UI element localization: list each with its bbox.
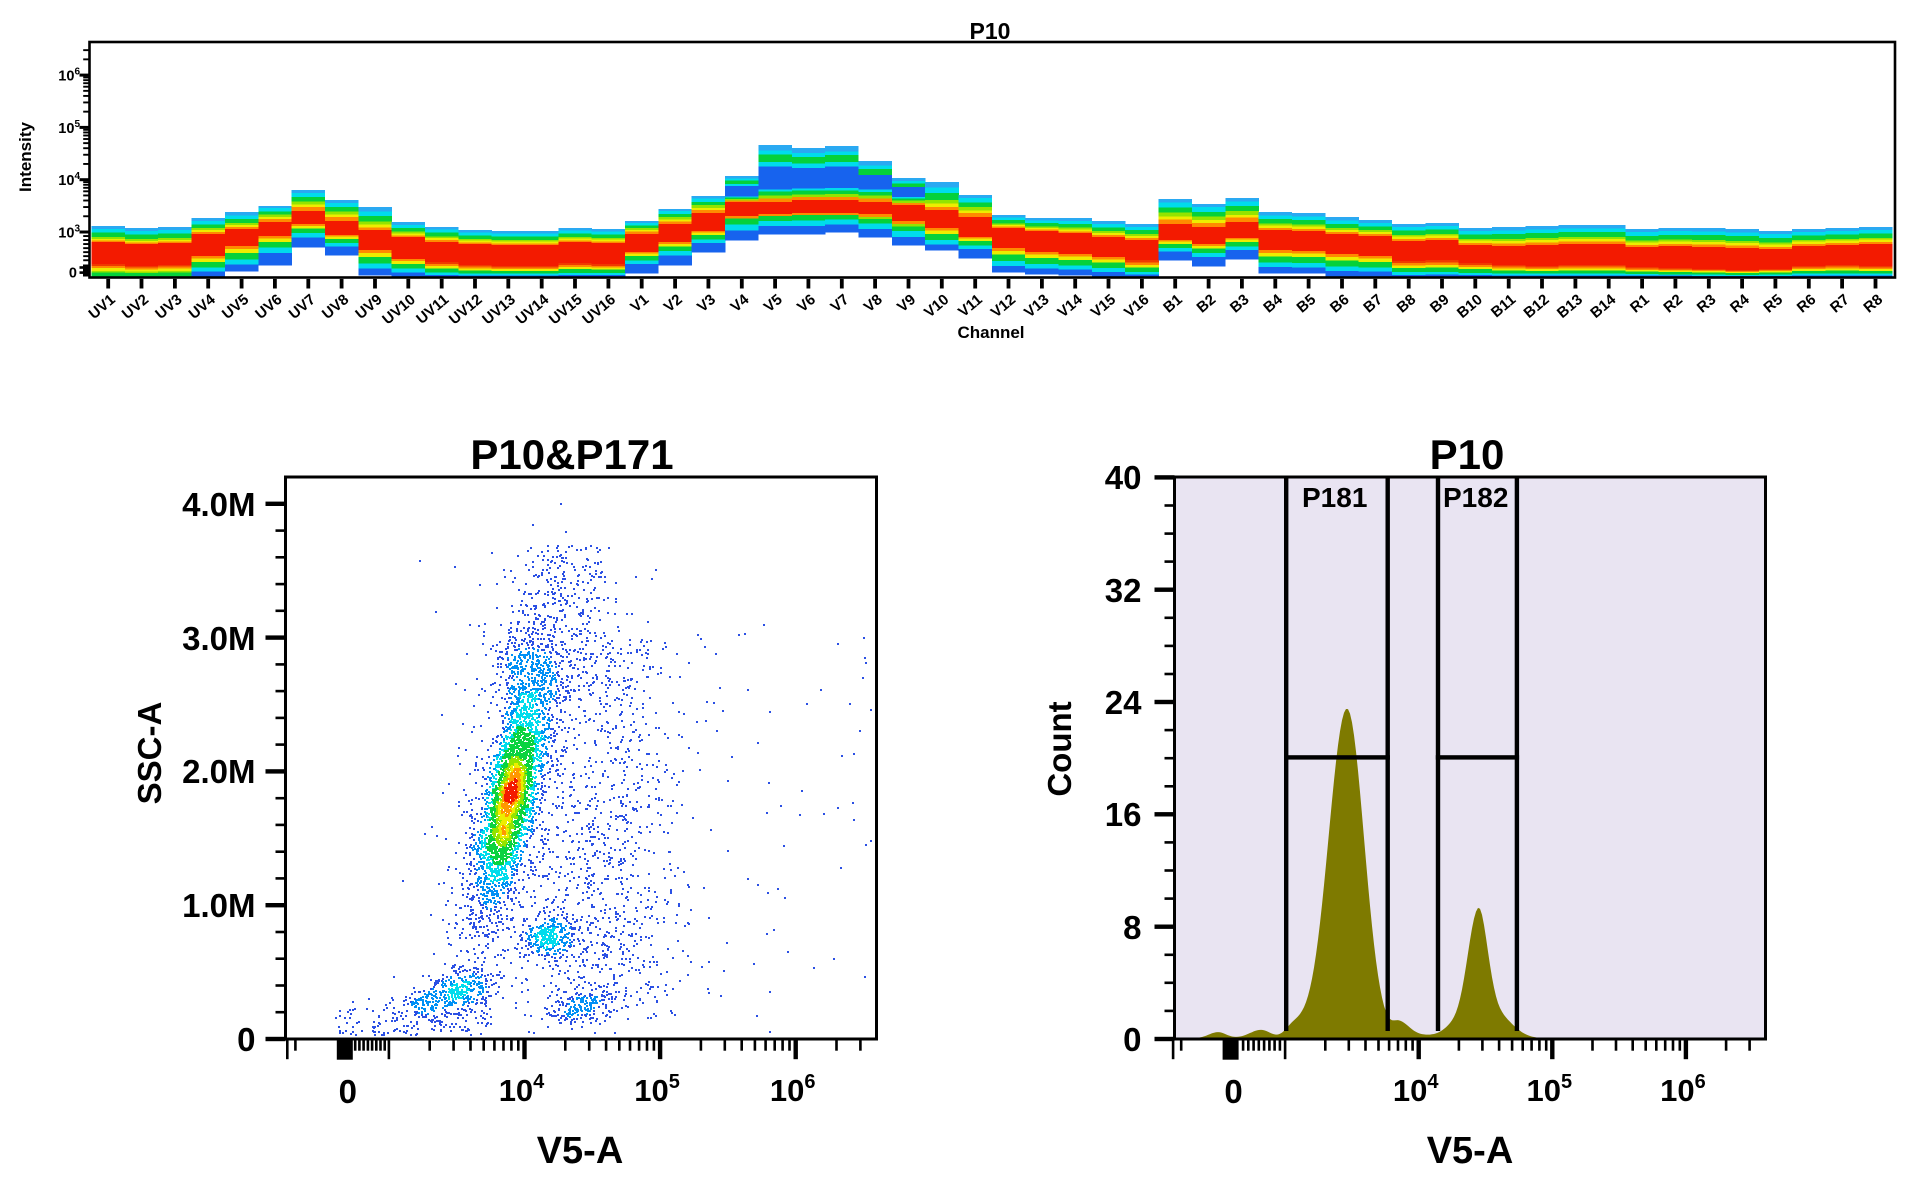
svg-text:P10: P10	[1430, 431, 1505, 478]
svg-text:R6: R6	[1794, 291, 1820, 316]
svg-text:4.0M: 4.0M	[182, 486, 255, 523]
svg-text:106: 106	[770, 1071, 816, 1108]
svg-text:UV10: UV10	[379, 291, 419, 328]
svg-text:105: 105	[58, 119, 80, 137]
svg-text:105: 105	[1526, 1071, 1572, 1108]
svg-text:Channel: Channel	[957, 323, 1024, 342]
svg-text:V9: V9	[894, 291, 919, 316]
svg-text:B14: B14	[1587, 291, 1620, 322]
svg-text:UV6: UV6	[252, 291, 285, 323]
svg-text:V2: V2	[661, 291, 686, 316]
svg-text:16: 16	[1105, 796, 1142, 833]
svg-text:B12: B12	[1521, 291, 1553, 322]
svg-text:UV8: UV8	[319, 291, 352, 323]
svg-text:106: 106	[58, 67, 80, 85]
svg-text:P10: P10	[970, 18, 1011, 44]
svg-text:B10: B10	[1454, 291, 1486, 322]
svg-text:UV4: UV4	[185, 291, 219, 323]
svg-text:B8: B8	[1394, 291, 1420, 316]
svg-text:V13: V13	[1021, 291, 1052, 321]
svg-text:V15: V15	[1088, 291, 1119, 321]
svg-text:UV7: UV7	[286, 291, 319, 323]
svg-text:P182: P182	[1443, 482, 1508, 513]
svg-text:V6: V6	[794, 291, 819, 316]
svg-text:UV16: UV16	[579, 291, 619, 328]
svg-text:UV11: UV11	[413, 291, 452, 328]
svg-text:40: 40	[1105, 459, 1142, 496]
svg-text:UV13: UV13	[479, 291, 519, 328]
svg-text:R2: R2	[1660, 291, 1686, 316]
svg-text:1.0M: 1.0M	[182, 887, 255, 924]
svg-text:B3: B3	[1227, 291, 1253, 316]
svg-text:UV15: UV15	[546, 291, 586, 328]
svg-text:V4: V4	[727, 291, 752, 316]
svg-text:103: 103	[58, 224, 80, 242]
svg-text:106: 106	[1660, 1071, 1706, 1108]
svg-text:B4: B4	[1260, 291, 1286, 317]
svg-text:32: 32	[1105, 572, 1142, 609]
svg-text:0: 0	[1224, 1073, 1242, 1110]
svg-text:UV12: UV12	[446, 291, 486, 328]
svg-text:UV14: UV14	[513, 291, 553, 329]
svg-text:V7: V7	[827, 291, 852, 316]
svg-text:SSC-A: SSC-A	[131, 702, 168, 805]
svg-text:105: 105	[634, 1071, 680, 1108]
svg-text:B13: B13	[1554, 291, 1586, 322]
svg-text:B11: B11	[1488, 291, 1519, 321]
svg-text:V16: V16	[1121, 291, 1152, 321]
svg-text:Count: Count	[1041, 701, 1078, 796]
svg-text:Intensity: Intensity	[16, 122, 35, 192]
svg-text:UV1: UV1	[85, 291, 118, 323]
svg-text:P181: P181	[1302, 482, 1367, 513]
svg-text:104: 104	[499, 1071, 545, 1108]
svg-text:R4: R4	[1727, 291, 1753, 317]
svg-text:V12: V12	[988, 291, 1019, 321]
svg-text:0: 0	[339, 1073, 357, 1110]
svg-text:B1: B1	[1160, 291, 1186, 316]
svg-text:0: 0	[237, 1021, 255, 1058]
svg-text:B5: B5	[1294, 291, 1320, 316]
svg-text:B6: B6	[1327, 291, 1353, 316]
svg-text:V8: V8	[861, 291, 886, 316]
svg-text:0: 0	[69, 266, 77, 282]
svg-text:R5: R5	[1760, 291, 1786, 316]
svg-text:V5: V5	[761, 291, 786, 316]
svg-text:0: 0	[1123, 1021, 1141, 1058]
svg-text:V10: V10	[921, 291, 952, 321]
svg-text:B2: B2	[1194, 291, 1220, 316]
svg-text:V11: V11	[955, 291, 986, 321]
svg-text:B7: B7	[1360, 291, 1386, 316]
svg-text:V5-A: V5-A	[537, 1130, 624, 1172]
svg-text:R8: R8	[1860, 291, 1886, 316]
svg-text:104: 104	[1393, 1071, 1439, 1108]
svg-text:UV5: UV5	[219, 291, 252, 323]
svg-text:V1: V1	[627, 291, 652, 316]
svg-text:3.0M: 3.0M	[182, 620, 255, 657]
svg-text:R3: R3	[1694, 291, 1720, 316]
svg-text:B9: B9	[1427, 291, 1453, 316]
svg-text:UV2: UV2	[119, 291, 152, 323]
svg-text:V3: V3	[694, 291, 719, 316]
svg-text:24: 24	[1105, 684, 1142, 721]
svg-text:R1: R1	[1627, 291, 1653, 316]
svg-text:2.0M: 2.0M	[182, 753, 255, 790]
svg-text:104: 104	[58, 171, 80, 189]
svg-text:V14: V14	[1054, 291, 1086, 322]
svg-text:P10&P171: P10&P171	[470, 431, 673, 478]
svg-text:V5-A: V5-A	[1427, 1130, 1514, 1172]
svg-text:R7: R7	[1827, 291, 1853, 316]
svg-text:UV3: UV3	[152, 291, 185, 323]
svg-text:8: 8	[1123, 909, 1141, 946]
